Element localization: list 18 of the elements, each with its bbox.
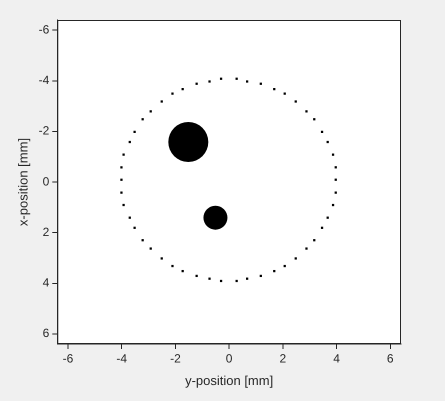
point	[305, 110, 308, 113]
point	[246, 80, 248, 83]
x-tick-label: 2	[280, 352, 286, 366]
y-tick-label: -2	[38, 124, 50, 138]
x-tick-label: -6	[62, 352, 74, 366]
y-tick-label: 4	[42, 276, 50, 290]
x-tick-label: 4	[333, 352, 340, 366]
x-tick-label: 6	[386, 352, 394, 366]
y-tick-label: 0	[42, 174, 50, 188]
y-tick-label: -6	[38, 22, 50, 36]
y-tick-label: -4	[38, 73, 50, 88]
x-axis-title: y-position [mm]	[185, 372, 274, 388]
x-tick-label: -2	[170, 352, 182, 366]
y-tick-label: 6	[42, 326, 50, 340]
x-tick-label: -4	[116, 352, 128, 366]
y-tick-label: 2	[42, 224, 50, 239]
y-axis-title: x-position [mm]	[15, 138, 30, 226]
x-tick-label: 0	[226, 352, 233, 366]
